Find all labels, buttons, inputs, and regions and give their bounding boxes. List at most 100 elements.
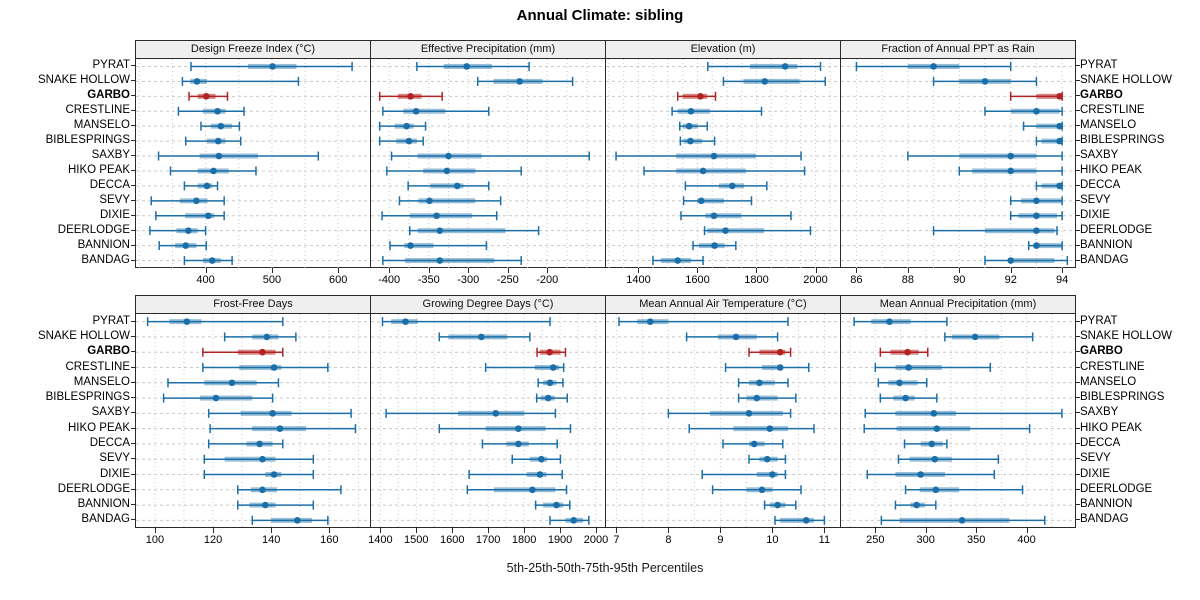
y-tick-mark [1076,110,1080,112]
median-dot [515,425,522,432]
percentile-row-bandag [382,256,522,266]
percentile-row-pyrat [618,317,789,327]
median-dot [722,227,729,234]
median-dot [210,167,217,175]
y-tick-mark [1076,95,1080,97]
percentile-row-bandag [984,256,1069,266]
median-dot [1033,197,1040,205]
iqr-band [750,63,798,69]
iqr-band [534,365,559,370]
percentile-row-bannion [158,241,208,251]
median-dot [433,212,440,220]
percentile-row-garbo [879,347,929,357]
median-dot [699,167,707,175]
x-tick-label: 88 [901,274,914,286]
y-tick-mark [131,65,135,67]
x-tick-label: -250 [496,274,519,286]
station-label-left-bandag: BANDAG [81,513,130,526]
percentile-row-crestline [984,106,1063,116]
plot-svg [606,314,840,528]
x-tick-mark [452,528,454,533]
iqr-band [1033,243,1063,249]
iqr-band [224,456,276,462]
median-dot [553,501,560,509]
plot-svg [136,59,370,268]
x-tick-label: 400 [196,274,215,286]
station-label-right-dixie: DIXIE [1080,208,1111,221]
iqr-band [746,395,778,401]
x-tick-label: 1600 [439,534,465,546]
x-tick-label: 300 [916,534,935,546]
percentile-row-pyrat [416,61,530,71]
iqr-band [237,349,276,355]
percentile-row-decca [481,439,558,449]
percentile-row-snake-hollow [476,76,574,86]
median-dot [930,410,938,417]
median-dot [212,394,220,402]
median-dot [687,107,695,115]
iqr-band [899,517,1010,523]
percentiles-caption: 5th-25th-50th-75th-95th Percentiles [506,561,704,575]
median-dot [256,440,263,448]
median-dot [728,182,736,190]
x-tick-label: 1800 [511,534,537,546]
percentile-row-deerlodge [703,226,812,236]
y-tick-mark [1076,80,1080,82]
y-tick-mark [1076,442,1080,444]
x-tick-label: 1400 [368,534,393,546]
station-label-right-dixie: DIXIE [1080,467,1111,480]
x-tick-label: 1700 [475,534,501,546]
percentile-row-garbo [188,91,229,101]
iqr-band [1041,138,1063,144]
median-dot [1056,93,1063,100]
median-dot [202,93,210,100]
median-dot [478,333,485,341]
x-tick-mark [596,528,597,533]
station-label-right-bannion: BANNION [1080,498,1133,511]
median-dot [1056,122,1063,130]
percentile-row-saxby [385,408,557,418]
iqr-band [676,168,746,174]
percentile-row-sevy [682,196,753,206]
panel-effective-precipitation-mm: Effective Precipitation (mm) [370,40,606,268]
y-tick-mark [1076,140,1080,142]
percentile-row-saxby [390,151,590,161]
median-dot [453,182,461,190]
median-dot [753,394,761,402]
median-dot [536,471,544,478]
median-dot [546,379,554,387]
x-tick-label: 600 [328,274,348,286]
station-label-right-decca: DECCA [1080,436,1121,449]
iqr-band [185,213,215,219]
percentile-row-snake-hollow [685,332,779,342]
x-tick-mark [697,268,699,273]
station-label-right-manselo: MANSELO [1080,375,1137,388]
median-dot [259,455,266,463]
y-tick-mark [1076,155,1080,157]
station-label-right-deerlodge: DEERLODGE [1080,482,1153,495]
percentile-row-biblesprings [535,393,569,403]
x-tick-label: 1800 [744,274,769,286]
y-tick-mark [1076,488,1080,490]
x-tick-mark [416,528,418,533]
y-tick-mark [1076,229,1080,231]
station-label-left-saxby: SAXBY [91,406,130,419]
station-label-right-bandag: BANDAG [1080,253,1129,266]
station-label-left-pyrat: PYRAT [92,59,131,72]
iqr-band [1036,123,1063,129]
median-dot [711,242,718,249]
percentile-row-saxby [667,408,792,418]
x-tick-mark [213,528,215,533]
percentile-row-decca [407,181,490,191]
percentile-row-snake-hollow [223,332,297,342]
median-dot [204,212,212,220]
percentile-row-biblesprings [184,136,242,146]
station-label-right-hiko-peak: HIKO PEAK [1080,163,1142,176]
percentile-row-bannion [236,500,315,510]
x-tick-mark [205,268,207,273]
x-tick-label: 140 [261,534,281,546]
x-tick-label: 8 [665,534,672,546]
x-tick-mark [507,268,509,273]
percentile-row-sevy [897,454,1000,464]
median-dot [269,410,276,417]
